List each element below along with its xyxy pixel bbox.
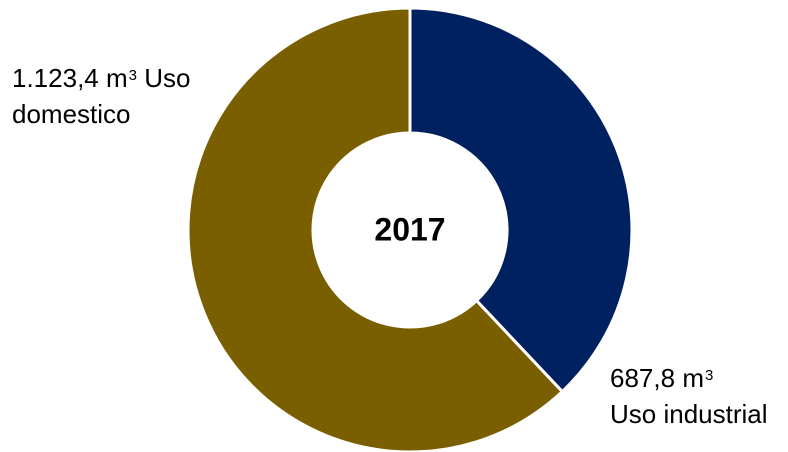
slice-uso-domestico: [186, 6, 565, 452]
slice-label-uso-domestico: 1.123,4 m3 Uso domestico: [12, 60, 190, 132]
slice-category-uso-industrial: Uso industrial: [610, 399, 768, 429]
slice-unit-uso-industrial: m3: [682, 363, 714, 393]
donut-slices: [186, 6, 634, 452]
slice-value-uso-industrial: 687,8: [610, 363, 676, 393]
slice-value-uso-domestico: 1.123,4: [12, 63, 99, 93]
slice-category-uso-domestico-part1: Uso: [144, 63, 191, 93]
slice-uso-industrial: [408, 6, 634, 394]
slice-unit-uso-domestico: m3: [105, 63, 137, 93]
slice-category-uso-domestico-part2: domestico: [12, 99, 131, 129]
chart-center-year: 2017: [374, 211, 445, 247]
slice-label-uso-industrial: 687,8 m3 Uso industrial: [610, 360, 768, 432]
